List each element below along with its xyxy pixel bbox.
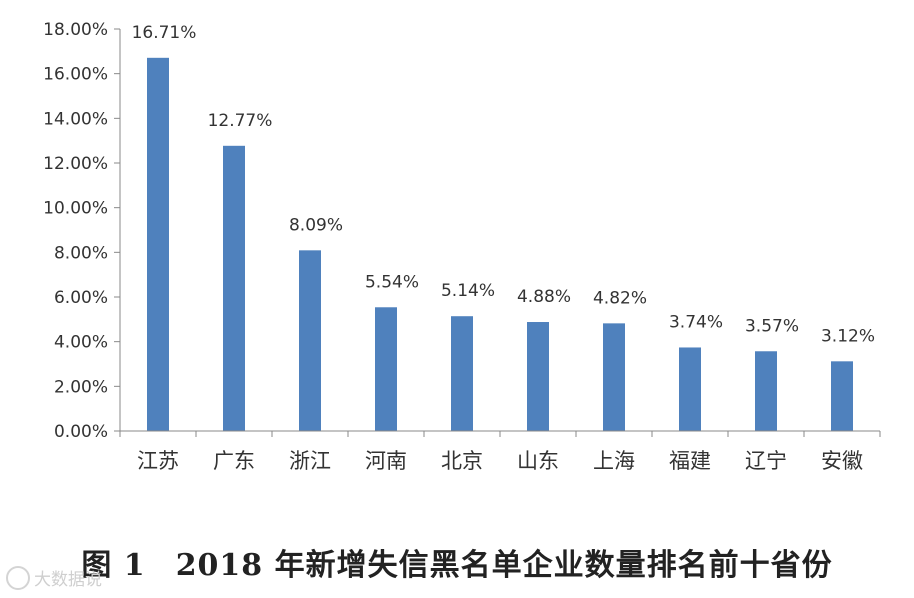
x-tick-label: 上海 xyxy=(593,449,635,473)
x-tick-label: 河南 xyxy=(365,449,407,473)
bar xyxy=(831,361,853,431)
x-tick-label: 辽宁 xyxy=(745,449,787,473)
figure-title: 2018 年新增失信黑名单企业数量排名前十省份 xyxy=(175,548,833,583)
x-tick-label: 江苏 xyxy=(137,449,179,473)
data-label: 3.57% xyxy=(745,316,799,336)
bar xyxy=(755,351,777,431)
y-tick-label: 0.00% xyxy=(54,422,108,442)
x-axis: 江苏 广东 浙江 河南 北京 山东 上海 福建 辽宁 安徽 xyxy=(119,430,881,473)
data-label: 5.14% xyxy=(441,281,495,301)
bar xyxy=(223,145,245,431)
data-label: 3.74% xyxy=(669,312,723,332)
data-label: 3.12% xyxy=(821,326,875,346)
bar xyxy=(375,307,397,431)
x-tick-label: 广东 xyxy=(213,449,255,473)
watermark-logo-icon xyxy=(6,566,30,590)
bar xyxy=(147,57,169,432)
bar-chart: 0.00% 2.00% 4.00% 6.00% 8.00% 10.00% 12.00% 14.… xyxy=(43,20,881,473)
y-tick-label: 2.00% xyxy=(54,377,108,397)
data-labels: 16.71% 12.77% 8.09% 5.54% 5.14% 4.88% 4.82% 3.7… xyxy=(132,23,875,347)
y-tick-label: 4.00% xyxy=(54,333,108,353)
y-tick-label: 6.00% xyxy=(54,288,108,308)
data-label: 5.54% xyxy=(365,272,419,292)
figure-caption: 图 1 2018 年新增失信黑名单企业数量排名前十省份 xyxy=(0,540,914,584)
data-label: 16.71% xyxy=(132,23,197,43)
data-label: 12.77% xyxy=(208,111,273,131)
y-tick-label: 18.00% xyxy=(43,20,108,40)
y-tick-label: 8.00% xyxy=(54,243,108,263)
data-label: 4.88% xyxy=(517,287,571,307)
data-label: 4.82% xyxy=(593,288,647,308)
bar xyxy=(527,322,549,431)
bar xyxy=(679,347,701,431)
bars xyxy=(147,57,853,432)
x-tick-label: 北京 xyxy=(441,449,483,473)
x-tick-label: 福建 xyxy=(669,449,711,473)
y-tick-label: 12.00% xyxy=(43,154,108,174)
x-tick-label: 安徽 xyxy=(821,449,863,473)
bar xyxy=(451,316,473,431)
bar xyxy=(603,323,625,431)
figure-number: 图 1 xyxy=(81,548,146,583)
watermark: 大数据说 xyxy=(6,565,102,590)
y-tick-label: 10.00% xyxy=(43,199,108,219)
x-tick-label: 浙江 xyxy=(289,449,331,473)
watermark-text: 大数据说 xyxy=(34,570,102,590)
y-axis: 0.00% 2.00% 4.00% 6.00% 8.00% 10.00% 12.00% 14.… xyxy=(43,20,121,442)
y-tick-label: 16.00% xyxy=(43,65,108,85)
bar xyxy=(299,250,321,431)
data-label: 8.09% xyxy=(289,215,343,235)
y-tick-label: 14.00% xyxy=(43,109,108,129)
x-tick-label: 山东 xyxy=(517,449,559,473)
